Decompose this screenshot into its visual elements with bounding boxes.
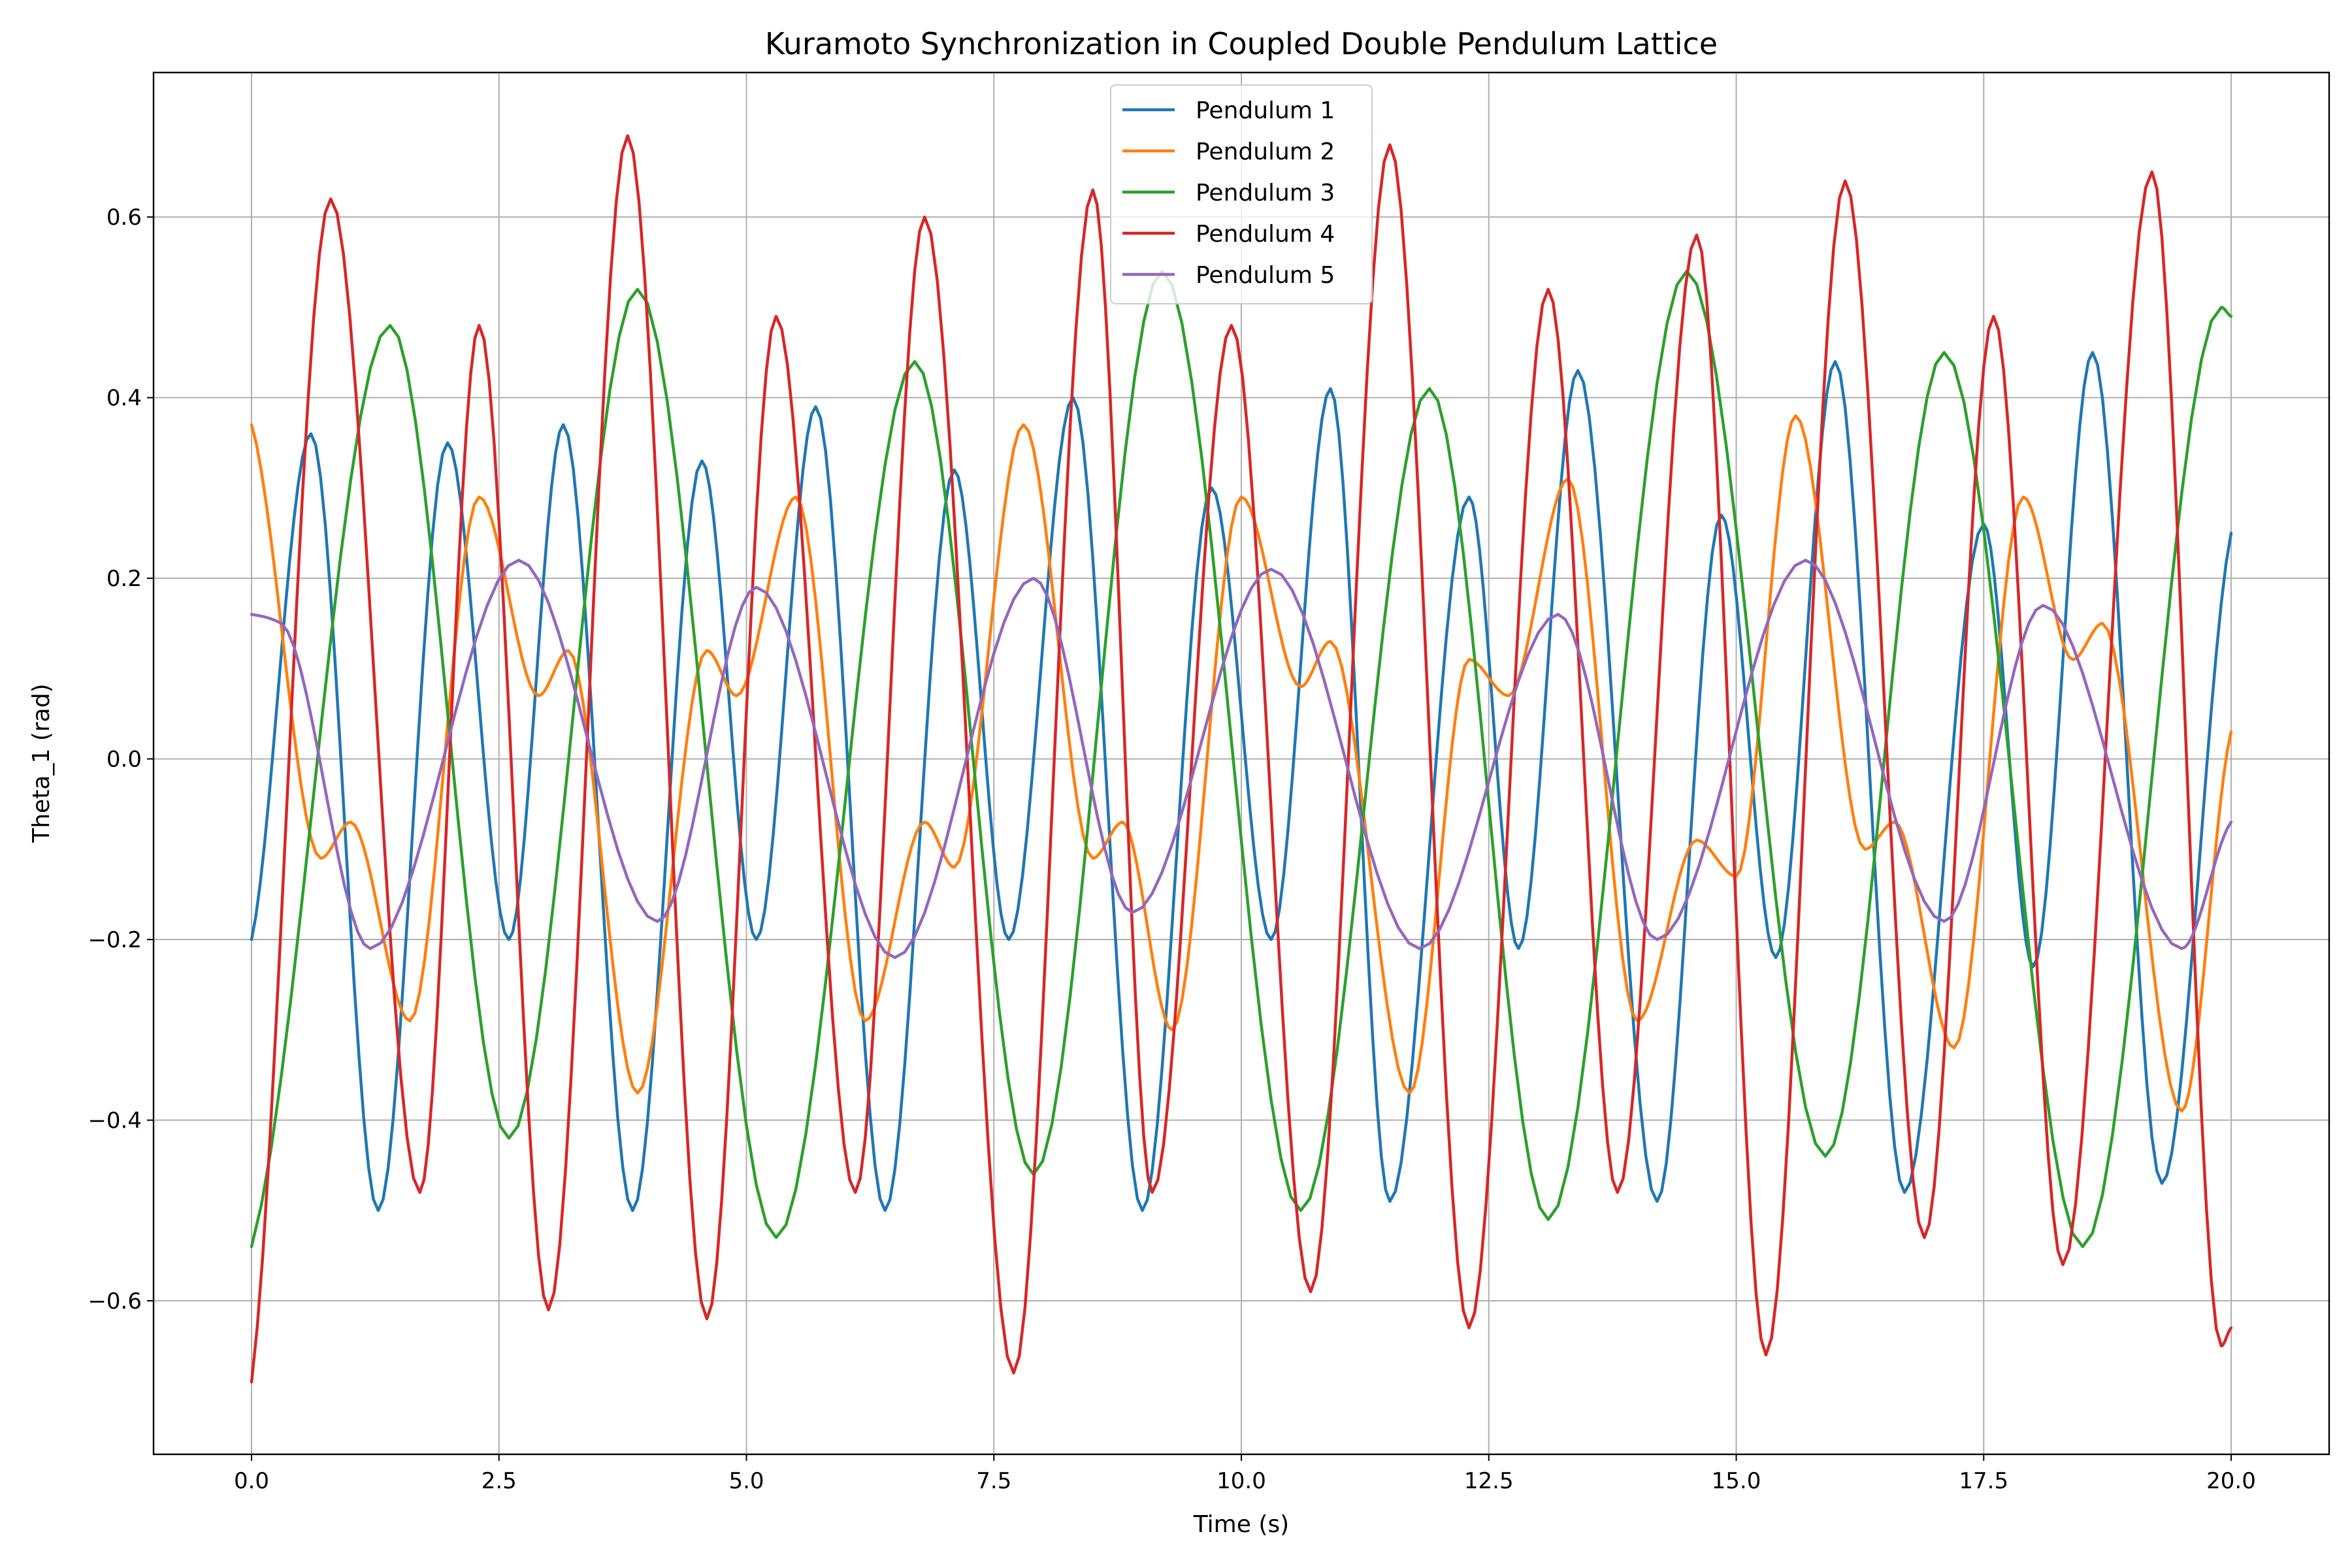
y-tick-label: 0.0 [106, 747, 142, 773]
legend-label: Pendulum 1 [1196, 97, 1335, 124]
legend-box [1110, 84, 1373, 304]
series-line-pendulum-4 [250, 134, 2233, 1384]
y-tick-label: 0.6 [106, 204, 142, 231]
legend: Pendulum 1 Pendulum 2 Pendulum 3 Pendulum 4… [1110, 84, 1373, 304]
x-tick-label: 20.0 [2206, 1468, 2256, 1494]
y-tick-label: −0.6 [88, 1288, 142, 1315]
chart-title: Kuramoto Synchronization in Coupled Doub… [765, 26, 1718, 61]
series-line-pendulum-5 [250, 559, 2233, 959]
legend-label: Pendulum 5 [1196, 262, 1335, 289]
x-tick-label: 15.0 [1712, 1468, 1761, 1494]
x-tick-label: 0.0 [234, 1468, 269, 1494]
series-line-pendulum-2 [250, 414, 2233, 1113]
series-line-pendulum-1 [250, 351, 2233, 1213]
legend-label: Pendulum 3 [1196, 180, 1335, 206]
legend-label: Pendulum 4 [1196, 221, 1335, 248]
y-tick-label: −0.2 [88, 927, 142, 953]
x-tick-label: 17.5 [1959, 1468, 2008, 1494]
x-axis-label: Time (s) [1193, 1511, 1289, 1538]
y-tick-label: 0.2 [106, 566, 142, 592]
x-tick-label: 2.5 [482, 1468, 517, 1494]
grid [154, 73, 2329, 1454]
x-tick-label: 10.0 [1217, 1468, 1266, 1494]
x-tick-label: 5.0 [728, 1468, 764, 1494]
x-tick-label: 12.5 [1464, 1468, 1514, 1494]
axis-ticks: 0.0 2.5 5.0 7.5 10.0 12.5 15.0 17.5 20.0 −0.6 −0.4… [88, 204, 2255, 1494]
y-tick-label: 0.4 [106, 385, 142, 412]
y-tick-label: −0.4 [88, 1108, 142, 1134]
series-line-pendulum-3 [250, 269, 2233, 1249]
series-lines [250, 134, 2233, 1384]
x-tick-label: 7.5 [976, 1468, 1011, 1494]
y-axis-label: Theta_1 (rad) [28, 683, 55, 843]
legend-label: Pendulum 2 [1196, 139, 1335, 165]
